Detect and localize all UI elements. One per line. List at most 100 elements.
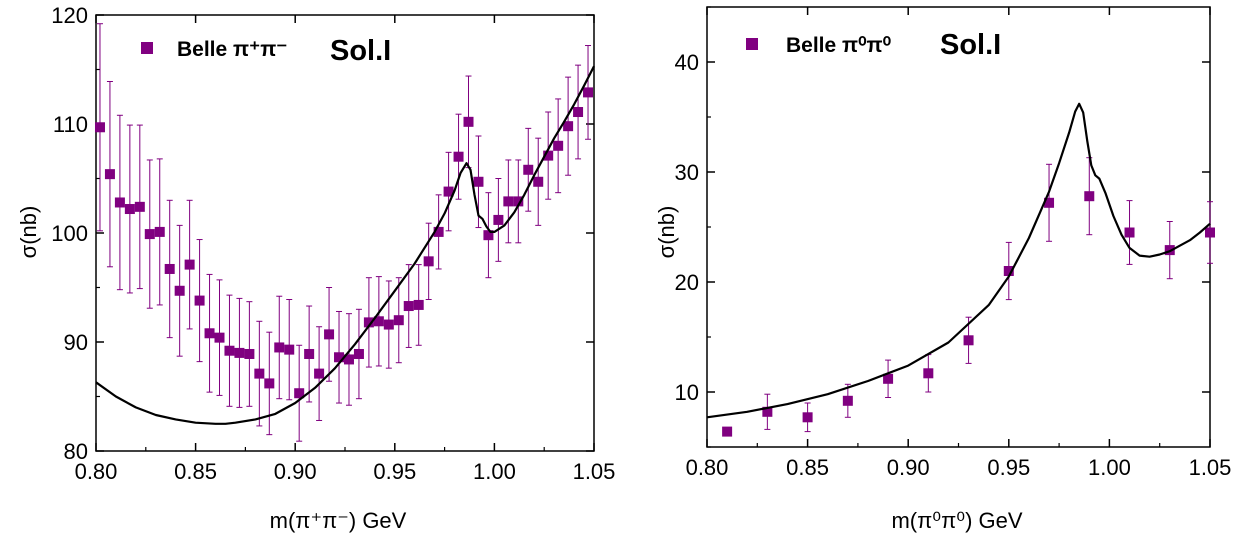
data-point-left <box>513 196 524 207</box>
data-point-left <box>533 176 544 187</box>
plot-area-left: 0.80 0.85 0.90 0.95 1.00 1.05 80 90 100 110 120 <box>51 3 615 484</box>
data-point-left <box>383 319 394 330</box>
data-point-left <box>124 204 135 215</box>
chart-panel-left: 0.80 0.85 0.90 0.95 1.00 1.05 80 90 100 110 120 m(… <box>16 3 615 533</box>
data-point-right <box>1044 197 1055 208</box>
data-point-left <box>563 121 574 132</box>
y-axis-title-left: σ(nb) <box>16 206 41 259</box>
fit-curve-left <box>95 65 595 425</box>
x-tick-label-right: 0.90 <box>887 455 930 480</box>
data-point-left <box>114 197 125 208</box>
data-point-left <box>214 332 225 343</box>
x-tick-label-left: 0.85 <box>174 459 217 484</box>
data-point-left <box>363 317 374 328</box>
data-point-left <box>234 347 245 358</box>
data-point-left <box>194 295 205 306</box>
data-point-left <box>134 201 145 212</box>
data-point-left <box>164 263 175 274</box>
data-point-right <box>1205 227 1215 238</box>
y-tick-label-right: 30 <box>675 160 699 185</box>
data-point-left <box>473 176 484 187</box>
data-point-right <box>923 368 934 379</box>
chart-panel-right: 0.80 0.85 0.90 0.95 1.00 1.05 10 20 30 40 m(π⁰π⁰)… <box>654 6 1232 533</box>
data-point-left <box>274 342 285 353</box>
data-point-left <box>403 301 414 312</box>
data-point-left <box>423 256 434 267</box>
data-point-left <box>543 150 554 161</box>
x-tick-label-right: 0.80 <box>686 455 729 480</box>
data-point-right <box>1084 191 1095 202</box>
x-tick-label-left: 1.05 <box>573 459 616 484</box>
data-point-right <box>762 406 773 417</box>
x-tick-label-right: 0.95 <box>987 455 1030 480</box>
data-point-left <box>174 285 185 296</box>
data-point-left <box>264 378 275 389</box>
data-point-left <box>413 299 424 310</box>
data-point-right <box>722 426 733 437</box>
y-tick-label-left: 100 <box>51 221 88 246</box>
data-point-left <box>343 354 354 365</box>
data-point-left <box>154 226 165 237</box>
data-point-left <box>443 186 454 197</box>
plot-frame-right <box>706 6 1211 448</box>
fit-curve-right <box>706 102 1211 419</box>
data-point-right <box>883 373 894 384</box>
data-point-left <box>94 122 105 133</box>
data-point-left <box>184 259 195 270</box>
data-point-right <box>802 412 813 423</box>
data-point-left <box>493 214 504 225</box>
data-point-left <box>483 230 494 241</box>
data-point-left <box>244 348 255 359</box>
y-tick-label-left: 90 <box>64 330 88 355</box>
x-tick-label-left: 0.80 <box>75 459 118 484</box>
x-axis-title-right: m(π⁰π⁰) GeV <box>891 508 1022 533</box>
data-point-left <box>463 116 474 127</box>
x-tick-label-left: 0.90 <box>274 459 317 484</box>
data-point-left <box>104 169 115 180</box>
data-point-left <box>144 229 155 240</box>
data-point-left <box>523 164 534 175</box>
data-point-left <box>553 140 564 151</box>
data-point-right <box>842 395 853 406</box>
data-point-left <box>324 329 335 340</box>
legend-label-left: Belle π⁺π⁻ <box>177 38 287 61</box>
data-point-left <box>224 345 235 356</box>
x-tick-label-right: 1.05 <box>1189 455 1232 480</box>
data-point-right <box>1003 266 1014 276</box>
legend-marker-right <box>746 38 758 50</box>
y-tick-label-right: 20 <box>675 270 699 295</box>
x-tick-label-left: 1.00 <box>473 459 516 484</box>
plot-area-right: 0.80 0.85 0.90 0.95 1.00 1.05 10 20 30 40 <box>675 6 1232 480</box>
data-point-left <box>453 151 464 162</box>
data-point-left <box>503 196 514 207</box>
data-point-left <box>254 368 265 379</box>
y-tick-label-right: 40 <box>675 50 699 75</box>
plot-frame-left <box>95 14 595 452</box>
x-tick-label-left: 0.95 <box>373 459 416 484</box>
x-tick-label-right: 0.85 <box>786 455 829 480</box>
data-point-left <box>294 388 305 399</box>
data-point-left <box>433 226 444 237</box>
data-point-left <box>373 316 384 327</box>
data-point-left <box>304 348 315 359</box>
data-point-left <box>573 107 584 118</box>
data-point-left <box>204 328 215 339</box>
data-point-right <box>1124 227 1135 238</box>
x-tick-label-right: 1.00 <box>1088 455 1131 480</box>
y-tick-label-left: 110 <box>53 112 88 137</box>
y-tick-label-left: 120 <box>51 3 88 28</box>
data-point-left <box>334 352 345 363</box>
data-point-left <box>284 344 295 355</box>
data-point-left <box>353 348 364 359</box>
solution-label-left: Sol.I <box>330 35 391 67</box>
data-point-left <box>314 368 325 379</box>
y-tick-label-left: 80 <box>64 439 88 464</box>
solution-label-right: Sol.I <box>940 29 1001 61</box>
data-point-right <box>963 335 974 346</box>
legend-marker-left <box>141 42 153 54</box>
y-axis-title-right: σ(nb) <box>654 206 679 259</box>
x-axis-title-left: m(π⁺π⁻) GeV <box>270 508 407 533</box>
y-tick-label-right: 10 <box>675 380 699 405</box>
